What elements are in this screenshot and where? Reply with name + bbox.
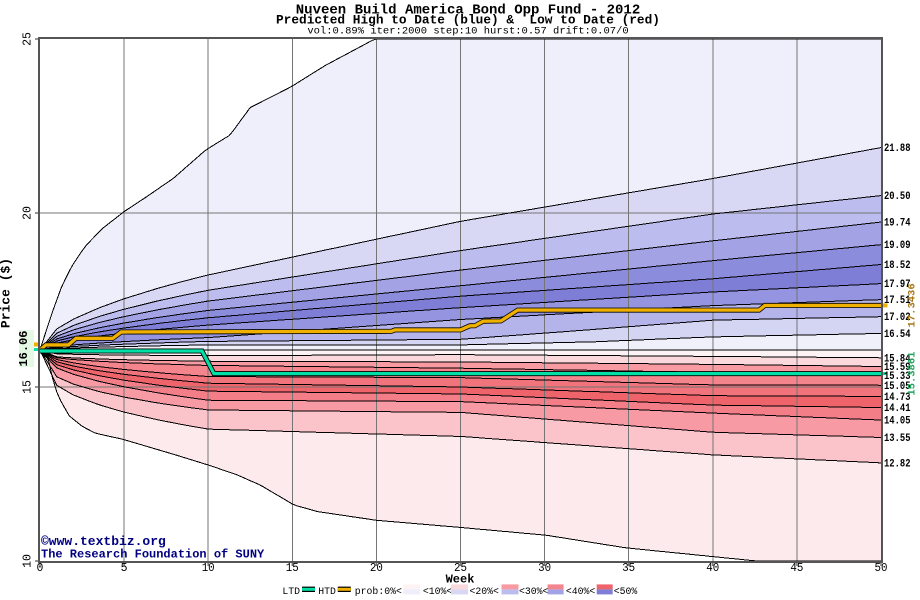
svg-text:17.97: 17.97 <box>884 279 911 291</box>
svg-text:Nuveen Build America Bond Opp: Nuveen Build America Bond Opp Fund - 201… <box>296 3 640 19</box>
svg-text:The Research Foundation of SUN: The Research Foundation of SUNY <box>41 548 265 562</box>
svg-text:<20%<: <20%< <box>470 586 500 597</box>
svg-text:prob:0%<: prob:0%< <box>355 586 402 597</box>
svg-text:©www.textbiz.org: ©www.textbiz.org <box>41 534 166 549</box>
svg-text:19.74: 19.74 <box>884 218 911 230</box>
svg-text:<10%<: <10%< <box>423 586 453 597</box>
svg-text:<30%<: <30%< <box>519 586 549 597</box>
svg-text:14.41: 14.41 <box>884 403 911 415</box>
svg-text:10: 10 <box>202 562 215 575</box>
svg-text:30: 30 <box>538 562 551 575</box>
svg-text:20.50: 20.50 <box>884 191 911 203</box>
svg-text:16.06: 16.06 <box>17 330 31 366</box>
svg-text:15: 15 <box>22 380 35 394</box>
svg-text:10: 10 <box>22 554 35 568</box>
svg-text:20: 20 <box>370 562 383 575</box>
svg-text:17.02: 17.02 <box>884 312 911 324</box>
svg-text:45: 45 <box>790 562 803 575</box>
svg-text:Week: Week <box>446 573 475 587</box>
svg-text:15.59: 15.59 <box>884 362 911 374</box>
svg-text:<40%<: <40%< <box>566 586 596 597</box>
svg-text:Price ($): Price ($) <box>0 258 14 328</box>
svg-text:40: 40 <box>706 562 719 575</box>
svg-text:25: 25 <box>454 562 467 575</box>
svg-text:15: 15 <box>286 562 299 575</box>
svg-text:35: 35 <box>622 562 635 575</box>
svg-text:19.09: 19.09 <box>884 240 911 252</box>
svg-text:15.3861: 15.3861 <box>907 352 919 396</box>
svg-text:25: 25 <box>22 32 35 46</box>
svg-text:13.55: 13.55 <box>884 433 911 445</box>
svg-text:12.82: 12.82 <box>884 458 911 470</box>
svg-text:21.88: 21.88 <box>884 143 911 155</box>
svg-text:LTD: LTD <box>282 586 300 597</box>
svg-text:vol:0.89% iter:2000 step:10 hu: vol:0.89% iter:2000 step:10 hurst:0.57 d… <box>307 26 628 38</box>
svg-text:15.05: 15.05 <box>884 381 911 393</box>
svg-text:HTD: HTD <box>318 586 336 597</box>
svg-text:18.52: 18.52 <box>884 260 911 272</box>
svg-text:Predicted High to Date (blue): Predicted High to Date (blue) & Low to D… <box>276 13 660 28</box>
svg-text:5: 5 <box>121 562 128 575</box>
svg-text:16.54: 16.54 <box>884 329 911 341</box>
svg-text:20: 20 <box>22 206 35 220</box>
svg-text:<50%: <50% <box>614 586 638 597</box>
svg-text:17.3436: 17.3436 <box>907 283 919 327</box>
svg-text:15.33: 15.33 <box>884 371 911 383</box>
svg-text:0: 0 <box>37 562 44 575</box>
svg-text:14.73: 14.73 <box>884 392 911 404</box>
svg-text:17.51: 17.51 <box>884 295 911 307</box>
svg-text:50: 50 <box>875 562 888 575</box>
svg-text:14.05: 14.05 <box>884 416 911 428</box>
svg-text:15.84: 15.84 <box>884 353 911 365</box>
